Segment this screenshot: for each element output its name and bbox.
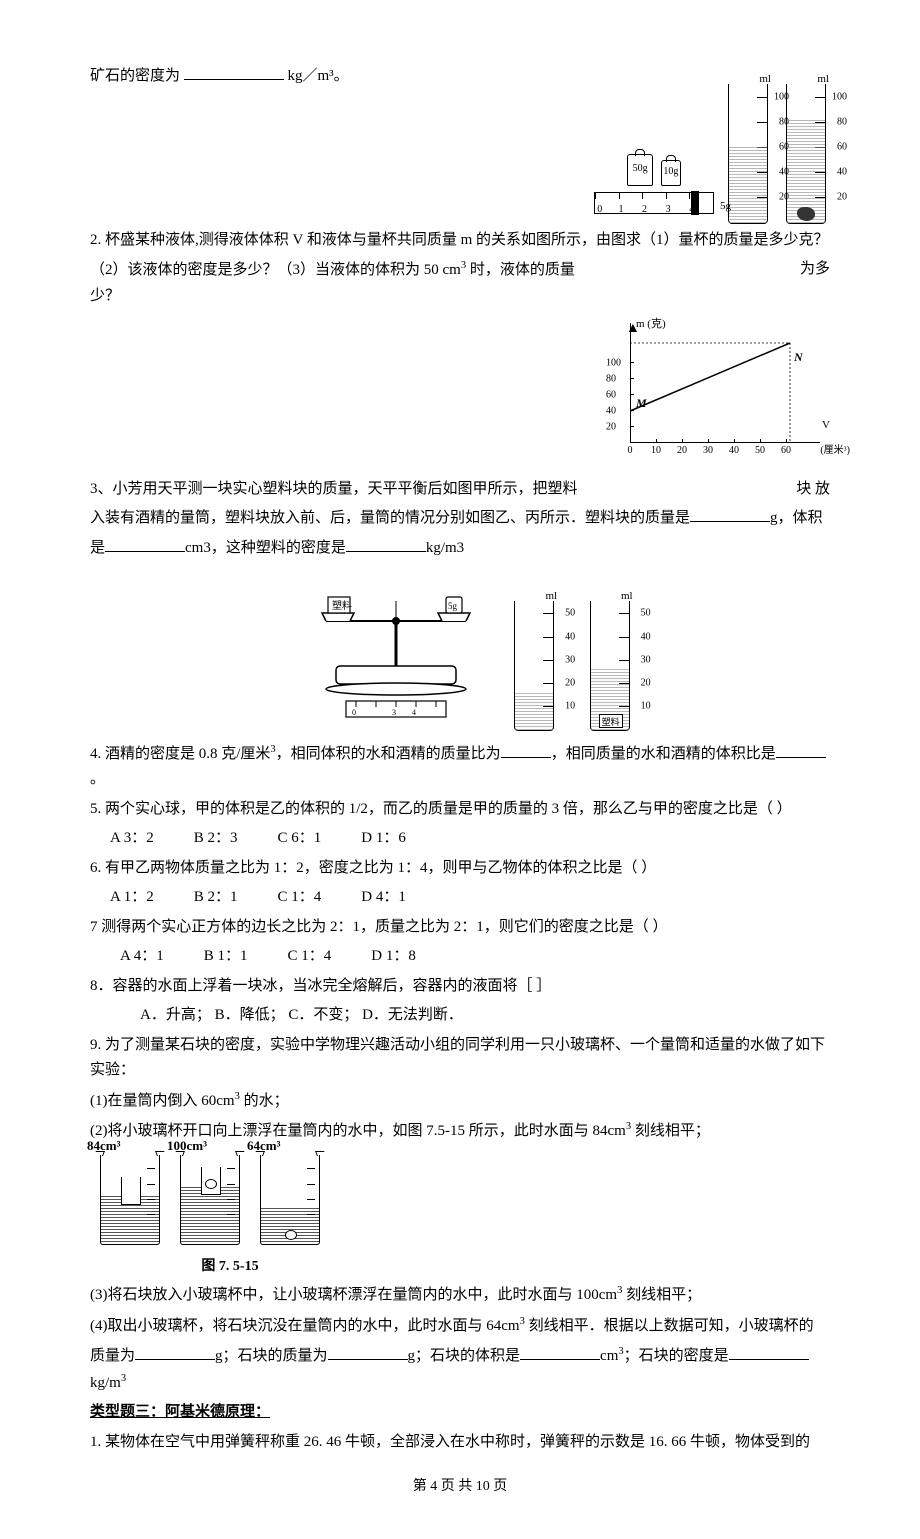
cylinder-before: ml 100 80 60 40 20 <box>728 84 768 224</box>
q7-options: A 4：1B 1：1C 1：4D 1：8 <box>120 944 830 970</box>
q4-blank2 <box>776 743 826 758</box>
q2-line2: （2）该液体的密度是多少？（3）当液体的体积为 50 cm3 时，液体的质量 为… <box>90 257 830 284</box>
q9-s4b: 质量为g；石块的质量为g；石块的体积是cm3；石块的密度是kg/m3 <box>90 1343 830 1396</box>
q9-text: 9. 为了测量某石块的密度，实验中学物理兴趣活动小组的同学利用一只小玻璃杯、一个… <box>90 1033 830 1084</box>
svg-text:塑料: 塑料 <box>332 599 352 612</box>
q9-blank-stonedensity <box>729 1345 809 1360</box>
q5-text: 5. 两个实心球，甲的体积是乙的体积的 1/2，而乙的质量是甲的质量的 3 倍，… <box>90 797 830 823</box>
q3-line1: 3、小芳用天平测一块实心塑料块的质量，天平平衡后如图甲所示，把塑料 块 放 <box>90 477 830 503</box>
q9-caption: 图 7. 5-15 <box>90 1255 370 1279</box>
weight-10g: 10g <box>661 160 681 186</box>
q2-line1: 2. 杯盛某种液体,测得液体体积 V 和液体与量杯共同质量 m 的关系如图所示，… <box>90 228 830 254</box>
q2-line3: 少？ <box>90 284 830 310</box>
q1-figure: 50g 10g 0 1 2 3 4 5g ml 100 80 60 40 20 <box>594 84 830 224</box>
beaker-100: 100cm³ <box>180 1155 240 1245</box>
q3-blank-mass <box>690 507 770 522</box>
q9-s3: (3)将石块放入小玻璃杯中，让小玻璃杯漂浮在量筒内的水中，此时水面与 100cm… <box>90 1282 830 1309</box>
q9-s4a: (4)取出小玻璃杯，将石块沉没在量筒内的水中，此时水面与 64cm3 刻线相平．… <box>90 1313 830 1340</box>
q1-blank <box>184 65 284 80</box>
weight-50g: 50g <box>627 154 653 186</box>
q9-figure: 84cm³ 100cm³ 64cm³ <box>100 1155 830 1245</box>
q1-suffix: kg／m³。 <box>288 68 349 84</box>
beaker-84: 84cm³ <box>100 1155 160 1245</box>
svg-text:3: 3 <box>392 708 396 717</box>
q6-options: A 1：2B 2：1C 1：4D 4：1 <box>110 885 830 911</box>
q6-text: 6. 有甲乙两物体质量之比为 1：2，密度之比为 1：4，则甲与乙物体的体积之比… <box>90 856 830 882</box>
q3-line3: 是cm3，这种塑料的密度是kg/m3 <box>90 536 830 562</box>
svg-text:5g: 5g <box>448 601 458 611</box>
q3-cylinder-after: ml 50 40 30 20 10 塑料 <box>590 601 630 731</box>
section3-heading: 类型题三：阿基米德原理： <box>90 1400 830 1426</box>
beaker-64: 64cm³ <box>260 1155 320 1245</box>
q3-blank-vol <box>105 537 185 552</box>
q3-blank-density <box>346 537 426 552</box>
q3-figure: 塑料 5g 0 3 4 ml 50 40 30 20 10 ml 50 40 3… <box>90 571 830 731</box>
q9-blank-stonevol <box>520 1345 600 1360</box>
q4: 4. 酒精的密度是 0.8 克/厘米3，相同体积的水和酒精的质量比为，相同质量的… <box>90 741 830 793</box>
q9-blank-cupmass <box>135 1345 215 1360</box>
svg-text:4: 4 <box>412 708 416 717</box>
q1-prefix: 矿石的密度为 <box>90 68 180 84</box>
page-footer: 第 4 页 共 10 页 <box>90 1475 830 1499</box>
q9-blank-stonemass <box>328 1345 408 1360</box>
balance-ruler: 0 1 2 3 4 5g <box>594 192 714 214</box>
stone-in-cup-icon <box>205 1179 217 1189</box>
q3-cylinder-before: ml 50 40 30 20 10 <box>514 601 554 731</box>
q8-text: 8．容器的水面上浮着一块冰，当冰完全熔解后，容器内的液面将［ ］ <box>90 974 830 1000</box>
q8-options: A．升高； B．降低； C．不变； D．无法判断． <box>140 1003 830 1029</box>
q2-graph: ▲ m (克) V 20 40 60 80 100 0 10 20 30 40 … <box>600 313 830 473</box>
q9-s1: (1)在量筒内倒入 60cm3 的水； <box>90 1088 830 1115</box>
arch-q1: 1. 某物体在空气中用弹簧秤称重 26. 46 牛顿，全部浸入在水中称时，弹簧秤… <box>90 1430 830 1456</box>
cylinder-after: ml 100 80 60 40 20 <box>786 84 826 224</box>
q7-text: 7 测得两个实心正方体的边长之比为 2：1，质量之比为 2：1，则它们的密度之比… <box>90 915 830 941</box>
q5-options: A 3：2B 2：3C 6：1D 1：6 <box>110 826 830 852</box>
stone-bottom-icon <box>285 1230 297 1240</box>
q3-line2: 入装有酒精的量筒，塑料块放入前、后，量筒的情况分别如图乙、丙所示．塑料块的质量是… <box>90 506 830 532</box>
q4-blank1 <box>501 743 551 758</box>
rock-icon <box>797 207 815 221</box>
svg-text:0: 0 <box>352 708 356 717</box>
